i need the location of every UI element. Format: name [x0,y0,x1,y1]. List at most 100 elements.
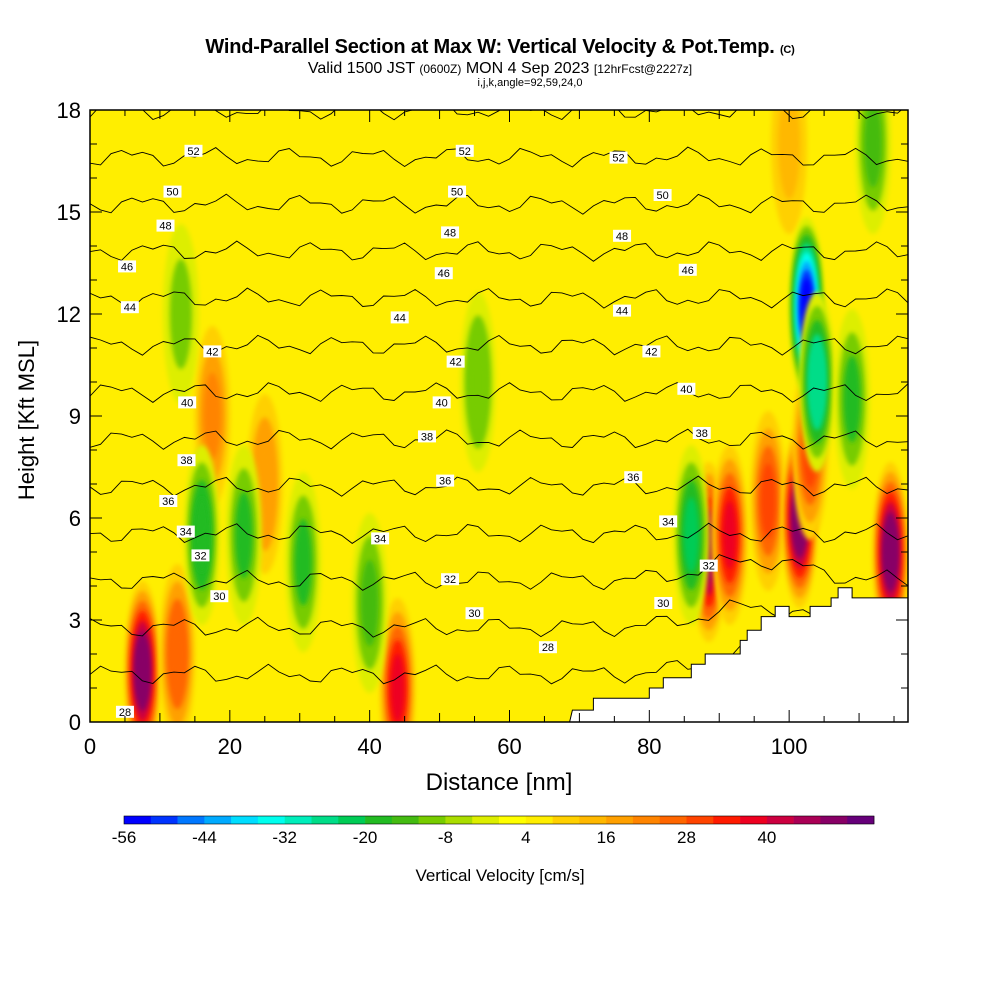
isoline-label-19: 40 [680,384,692,396]
colorbar-swatch-4 [231,816,259,824]
isoline-label-bg-18 [432,396,451,409]
chart-subtitle: Valid 1500 JST (0600Z) MON 4 Sep 2023 [1… [0,61,1000,77]
updraft-6-band-4 [722,501,737,569]
isoline-label-7: 32 [703,561,715,573]
isoline-label-bg-12 [436,474,455,487]
colorbar-swatch-3 [204,816,232,824]
chart-title-text: Wind-Parallel Section at Max W: Vertical… [205,36,775,58]
isoline-label-9: 34 [374,533,386,545]
isoline-label-18: 40 [436,397,448,409]
isoline-label-bg-17 [178,396,197,409]
colorbar-tick-label-2: -32 [272,828,297,847]
updraft-0-band-6 [136,641,149,701]
isoline-label-11: 36 [162,496,174,508]
colorbar-swatch-17 [579,816,607,824]
colorbar-swatch-25 [793,816,821,824]
colorbar-tick-label-6: 16 [597,828,616,847]
isoline-label-bg-29 [156,219,175,232]
isoline-label-bg-19 [677,382,696,395]
downdraft-4-band-2 [235,491,253,579]
isoline-label-35: 52 [187,146,199,158]
colorbar-swatch-23 [740,816,768,824]
theta-isoline-50 [90,146,908,168]
colorbar-tick-label-4: -8 [438,828,453,847]
isoline-label-bg-15 [417,430,436,443]
isoline-label-6: 32 [444,574,456,586]
isoline-label-bg-33 [448,185,467,198]
colorbar-swatch-0 [124,816,152,824]
isoline-label-20: 42 [206,346,218,358]
isoline-label-bg-11 [159,495,178,507]
theta-isoline-36 [90,475,908,497]
isoline-label-25: 44 [616,306,628,318]
colorbar-swatch-1 [150,816,178,824]
isoline-label-bg-9 [371,532,390,545]
colorbar-swatch-12 [445,816,473,824]
colorbar-swatch-27 [847,816,875,824]
y-tick-label-15: 15 [57,200,81,225]
isoline-label-5: 32 [194,550,206,562]
downdraft-9-band-2 [843,355,861,443]
colorbar-swatch-24 [766,816,794,824]
theta-isoline-38 [90,428,908,450]
colorbar-tick-label-1: -44 [192,828,217,847]
isoline-label-bg-6 [441,573,460,586]
isoline-label-16: 38 [696,428,708,440]
terrain-mask [568,587,909,723]
theta-isoline-34 [90,522,908,544]
isoline-label-bg-22 [642,345,661,358]
colorbar-swatch-9 [365,816,393,824]
isoline-label-36: 52 [459,146,471,158]
isoline-label-10: 34 [662,516,674,528]
isoline-label-24: 44 [394,312,406,324]
colorbar-swatch-10 [391,816,419,824]
valid-date: MON 4 Sep 2023 [465,60,590,77]
isoline-label-bg-24 [390,311,409,324]
theta-isoline-32 [90,554,908,591]
isoline-label-28: 46 [682,265,694,277]
colorbar-label: Vertical Velocity [cm/s] [415,866,584,885]
y-tick-label-3: 3 [69,608,81,633]
isoline-label-bg-4 [654,597,673,609]
theta-isoline-44 [90,287,908,309]
chart-header: Wind-Parallel Section at Max W: Vertical… [0,36,1000,89]
isoline-label-bg-1 [538,641,557,654]
isoline-label-4: 30 [657,598,669,610]
colorbar-tick-label-8: 40 [757,828,776,847]
y-tick-label-18: 18 [57,98,81,123]
colorbar-swatch-26 [820,816,848,824]
theta-isoline-40 [90,381,908,403]
colorbar-swatch-18 [606,816,634,824]
colorbar-swatch-14 [499,816,527,824]
isoline-label-bg-31 [613,229,632,242]
colorbar-frame [123,815,875,825]
updraft-11-band-1 [778,110,801,199]
isoline-label-23: 44 [124,302,136,314]
downdraft-10-band-2 [864,110,882,188]
isoline-label-0: 28 [119,707,131,719]
colorbar-swatch-16 [552,816,580,824]
colorbar-swatch-8 [338,816,366,824]
isoline-label-bg-0 [115,705,134,718]
isoline-label-bg-32 [163,185,182,198]
isoline-label-bg-2 [210,590,229,603]
isoline-label-bg-5 [191,549,210,562]
isoline-label-bg-36 [455,144,474,157]
updraft-2-band-4 [390,654,405,722]
isoline-label-37: 52 [612,153,624,165]
isoline-label-bg-7 [699,559,718,572]
isoline-label-15: 38 [421,431,433,443]
theta-isoline-42 [90,334,908,356]
isoline-label-29: 48 [159,221,171,233]
colorbar-swatch-7 [311,816,339,824]
colorbar-swatch-15 [525,816,553,824]
downdraft-1-band-4 [810,348,824,416]
velocity-field [124,110,908,722]
isoline-label-17: 40 [181,397,193,409]
colorbar-swatch-21 [686,816,714,824]
downdraft-8-band-1 [169,259,192,369]
x-tick-label-100: 100 [771,734,808,759]
copyright-mark: (C) [779,44,795,56]
